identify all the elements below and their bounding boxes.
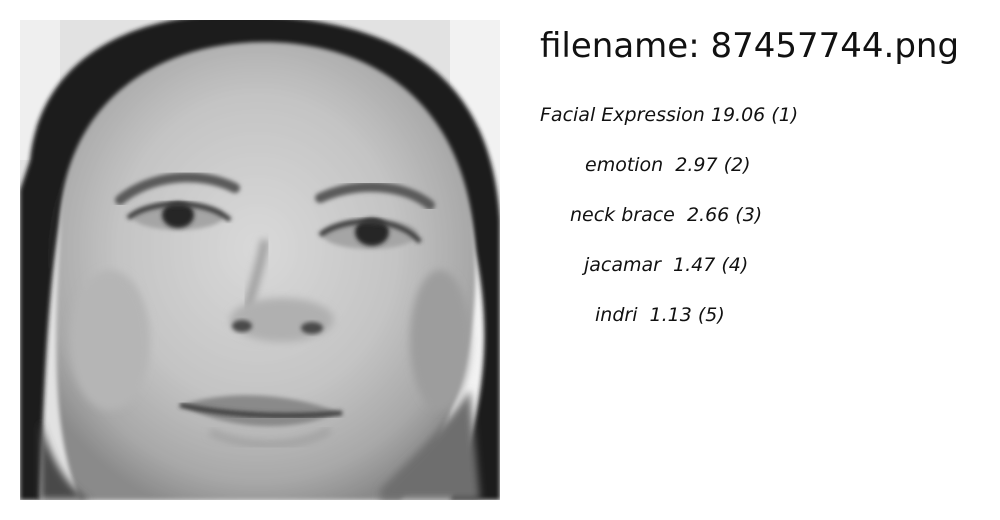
prediction-list: Facial Expression 19.06 (1) emotion 2.97… <box>540 100 980 350</box>
prediction-item: neck brace 2.66 (3) <box>570 204 763 226</box>
prediction-item: jacamar 1.47 (4) <box>584 254 749 276</box>
prediction-item: Facial Expression 19.06 (1) <box>540 104 799 126</box>
prediction-item: emotion 2.97 (2) <box>585 154 751 176</box>
filename-title: filename: 87457744.png <box>540 26 960 66</box>
face-photo-drawing <box>20 20 500 500</box>
prediction-item: indri 1.13 (5) <box>595 304 725 326</box>
face-photo <box>20 20 500 500</box>
